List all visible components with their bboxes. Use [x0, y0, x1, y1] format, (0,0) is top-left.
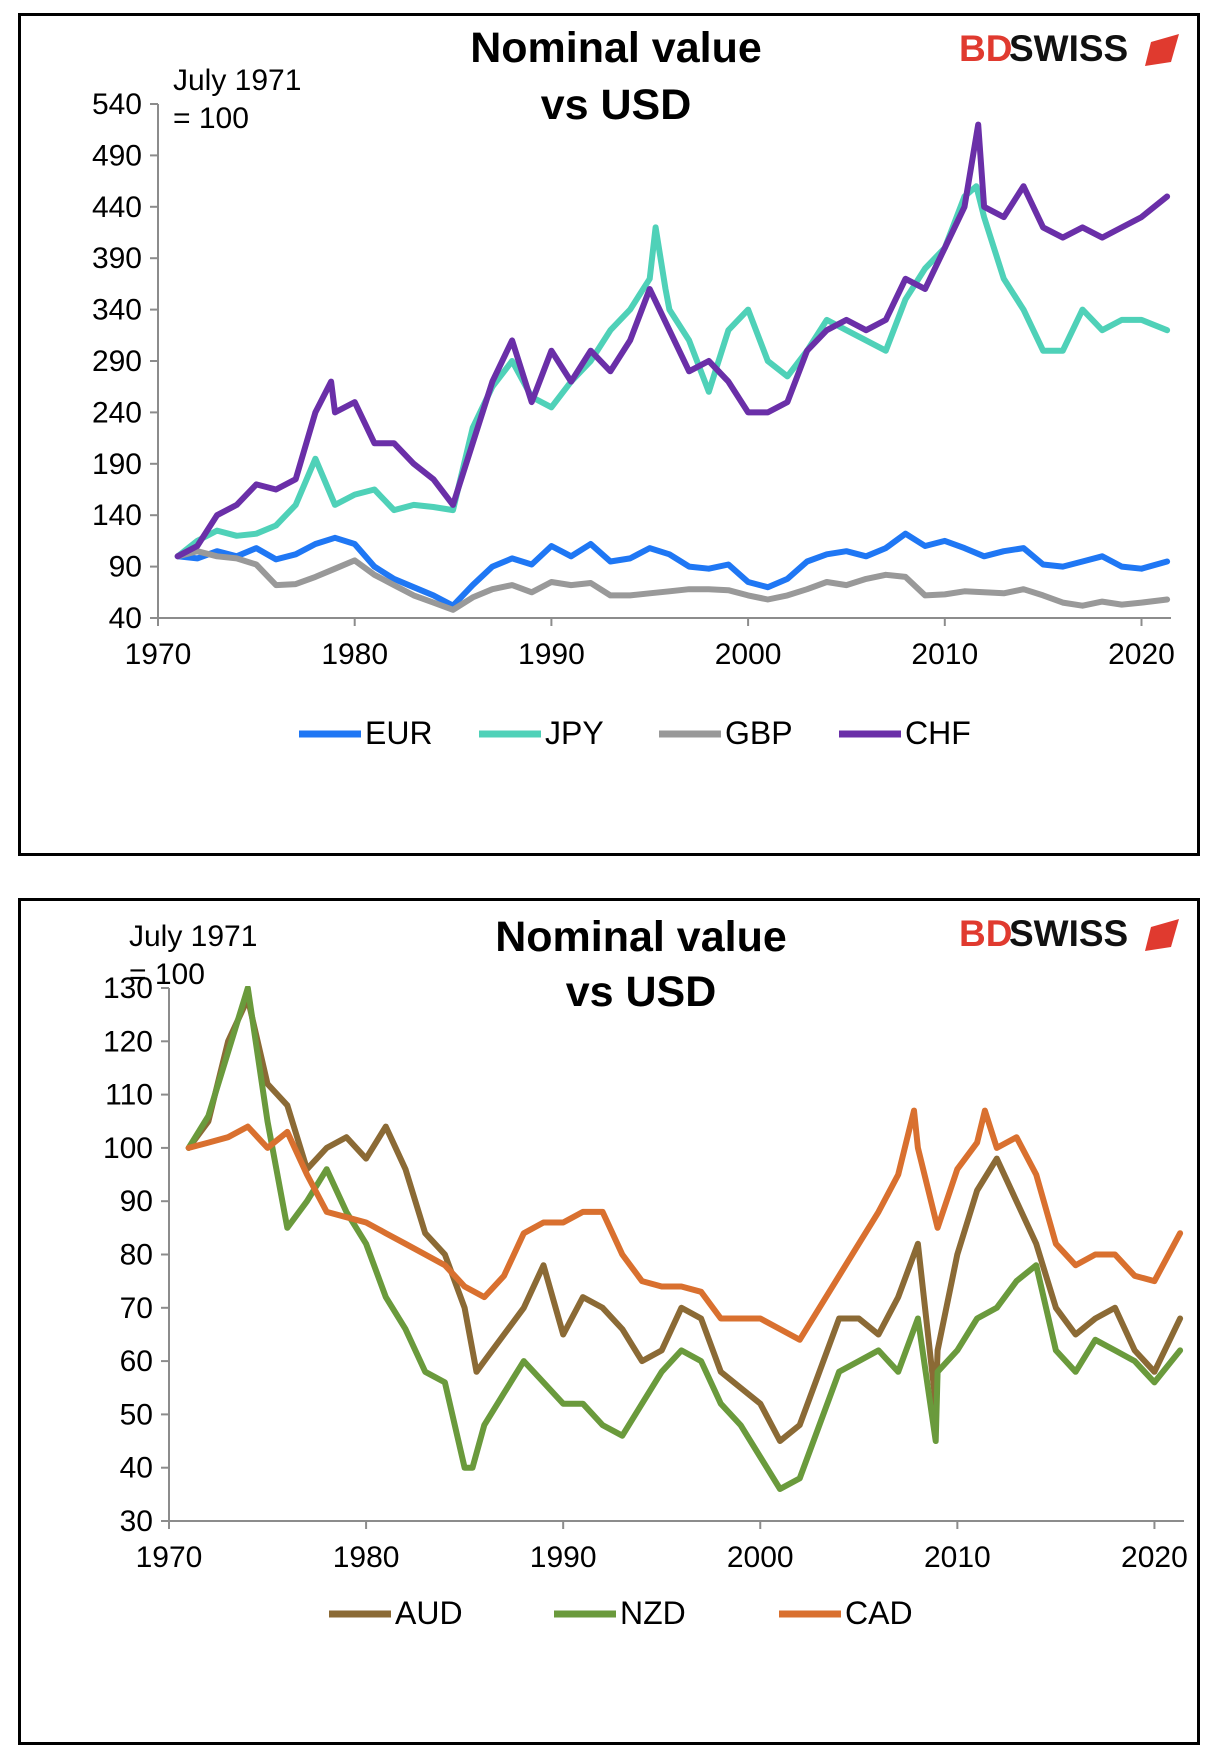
brand-logo-part-1: BD	[959, 28, 1012, 69]
chart-1-title-line-1: Nominal value	[470, 24, 762, 72]
chart-1-axes: 30 40 50 60 70 80 90 100 110 120 130 1970 1980 1990 20…	[103, 972, 1188, 1574]
x-tick-label: 2020	[1108, 638, 1175, 671]
y-tick-label: 440	[92, 191, 142, 224]
chart-2-title-line-1: Nominal value	[495, 913, 787, 961]
chart-0-plot-area	[174, 121, 1171, 613]
y-tick-label: 80	[120, 1239, 153, 1272]
brand-logo: BD SWISS	[959, 913, 1179, 954]
x-tick-label: 2010	[911, 638, 978, 671]
y-tick-label: 190	[92, 448, 142, 481]
legend-label-nzd: NZD	[620, 1595, 686, 1631]
series-line-cad	[185, 1107, 1184, 1343]
brand-swiss-flag-icon	[1145, 34, 1179, 66]
chart-1-base-note-line-1: July 1971	[173, 64, 301, 97]
y-tick-label: 40	[120, 1452, 153, 1485]
series-line-aud	[185, 995, 1184, 1444]
x-tick-label: 2000	[715, 638, 782, 671]
y-tick-label: 390	[92, 242, 142, 275]
legend-label-eur: EUR	[365, 715, 433, 751]
y-tick-label: 100	[103, 1132, 153, 1165]
y-tick-label: 120	[103, 1025, 153, 1058]
series-line-gbp	[174, 548, 1171, 613]
chart-panel-2: Nominal value vs USD BD SWISS July 1971 …	[18, 898, 1200, 1745]
legend-label-cad: CAD	[845, 1595, 913, 1631]
x-tick-label: 2010	[924, 1541, 991, 1574]
chart-2-svg: Nominal value vs USD BD SWISS July 1971 …	[103, 913, 1188, 1631]
y-tick-label: 490	[92, 139, 142, 172]
y-tick-label: 40	[109, 602, 142, 635]
y-tick-label: 90	[109, 551, 142, 584]
y-tick-label: 110	[105, 1079, 153, 1112]
y-tick-label: 90	[120, 1185, 153, 1218]
chart-1-legend: AUD NZD CAD	[329, 1595, 913, 1631]
y-tick-label: 70	[120, 1292, 153, 1325]
x-tick-label: 1980	[321, 638, 388, 671]
x-tick-label: 2020	[1121, 1541, 1188, 1574]
legend-label-aud: AUD	[395, 1595, 463, 1631]
chart-1-base-note-line-2: = 100	[173, 102, 249, 135]
x-tick-label: 1970	[136, 1541, 203, 1574]
series-line-jpy	[174, 183, 1171, 560]
chart-2-base-note-line-2: = 100	[129, 958, 205, 991]
chart-1-title-line-2: vs USD	[541, 81, 692, 129]
y-tick-label: 340	[92, 294, 142, 327]
chart-2-title-line-2: vs USD	[566, 968, 717, 1016]
y-tick-label: 60	[120, 1345, 153, 1378]
series-line-nzd	[185, 986, 1184, 1492]
chart-1-plot-area	[185, 986, 1184, 1492]
y-tick-label: 290	[92, 345, 142, 378]
legend-label-jpy: JPY	[545, 715, 604, 751]
x-tick-label: 1990	[518, 638, 585, 671]
brand-logo: BD SWISS	[959, 28, 1179, 69]
brand-swiss-flag-icon	[1145, 919, 1179, 951]
chart-2-base-note-line-1: July 1971	[129, 920, 257, 953]
x-tick-label: 2000	[727, 1541, 794, 1574]
chart-panel-1: Nominal value vs USD BD SWISS July 1971 …	[18, 13, 1200, 856]
x-tick-label: 1990	[530, 1541, 597, 1574]
y-tick-label: 240	[92, 396, 142, 429]
chart-1-svg: Nominal value vs USD BD SWISS July 1971 …	[92, 24, 1179, 751]
x-tick-label: 1970	[125, 638, 192, 671]
x-tick-label: 1980	[333, 1541, 400, 1574]
chart-0-axes: 40 90 140 190 240 290 340 390 440 490 540 1970 1980 1…	[92, 88, 1175, 671]
series-line-eur	[174, 530, 1171, 609]
y-tick-label: 30	[120, 1505, 153, 1538]
y-tick-label: 540	[92, 88, 142, 121]
legend-label-gbp: GBP	[725, 715, 793, 751]
chart-0-legend: EUR JPY GBP CHF	[299, 715, 971, 751]
series-line-chf	[174, 121, 1171, 560]
y-tick-label: 50	[120, 1398, 153, 1431]
legend-label-chf: CHF	[905, 715, 971, 751]
brand-logo-part-1: BD	[959, 913, 1012, 954]
brand-logo-part-2: SWISS	[1009, 913, 1128, 954]
y-tick-label: 130	[103, 972, 153, 1005]
y-tick-label: 140	[92, 499, 142, 532]
brand-logo-part-2: SWISS	[1009, 28, 1128, 69]
